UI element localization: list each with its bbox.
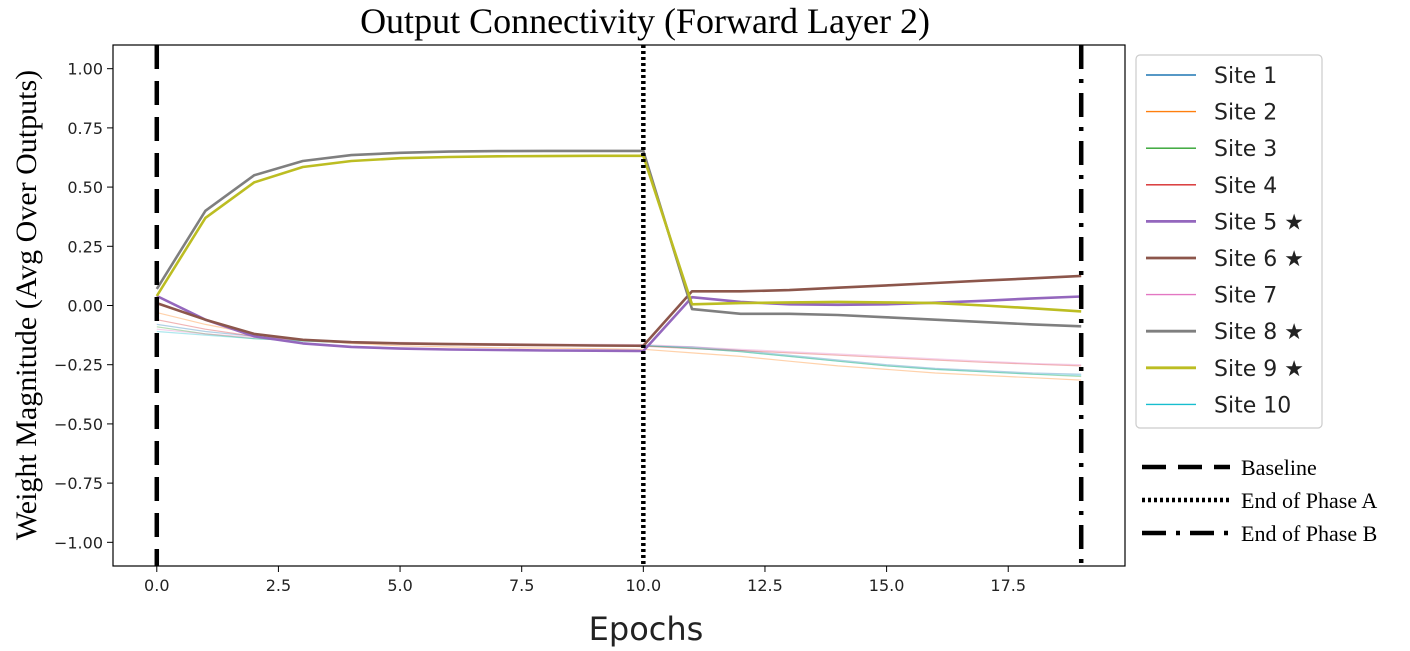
legend: Site 1 Site 2 Site 3 Site 4 Site 5 ★ Site 6 ★… bbox=[1135, 54, 1323, 429]
legend-label-site-1: Site 1 bbox=[1214, 64, 1277, 89]
ref-legend-label-dotted: End of Phase A bbox=[1241, 488, 1377, 513]
y-tick-label: 0.00 bbox=[67, 297, 103, 316]
y-tick-label: 0.75 bbox=[67, 119, 103, 138]
series-line-site-9 bbox=[155, 154, 1082, 313]
x-tick-label: 17.5 bbox=[990, 576, 1026, 595]
legend-label-site-5: Site 5 ★ bbox=[1214, 210, 1304, 235]
x-tick-label: 7.5 bbox=[509, 576, 534, 595]
x-axis-label: Epochs bbox=[589, 610, 704, 648]
y-tick-label: −0.75 bbox=[54, 474, 103, 493]
x-tick-label: 15.0 bbox=[869, 576, 905, 595]
x-tick-label: 10.0 bbox=[626, 576, 662, 595]
y-tick-label: −0.25 bbox=[54, 356, 103, 375]
y-tick-label: 0.50 bbox=[67, 178, 103, 197]
y-tick-label: 1.00 bbox=[67, 60, 103, 79]
reference-lines bbox=[154, 45, 1084, 566]
legend-label-site-6: Site 6 ★ bbox=[1214, 247, 1304, 272]
ref-legend-label-dashed: Baseline bbox=[1241, 455, 1317, 480]
y-tick-label: 0.25 bbox=[67, 237, 103, 256]
chart-title: Output Connectivity (Forward Layer 2) bbox=[360, 1, 930, 41]
legend-label-site-4: Site 4 bbox=[1214, 174, 1277, 199]
y-tick-label: −1.00 bbox=[54, 533, 103, 552]
y-tick-label: −0.50 bbox=[54, 415, 103, 434]
axis-ticks: 0.0 2.5 5.0 7.5 10.0 12.5 15.0 17.5 1.00 0.75 0.50… bbox=[54, 60, 1026, 595]
legend-label-site-8: Site 8 ★ bbox=[1214, 320, 1304, 345]
series-line-site-8 bbox=[155, 149, 1082, 328]
legend-label-site-3: Site 3 bbox=[1214, 137, 1277, 162]
legend-label-site-2: Site 2 bbox=[1214, 101, 1277, 126]
legend-label-site-10: Site 10 bbox=[1214, 393, 1291, 418]
y-axis-label: Weight Magnitude (Avg Over Outputs) bbox=[10, 70, 43, 540]
x-tick-label: 2.5 bbox=[266, 576, 291, 595]
x-tick-label: 5.0 bbox=[387, 576, 412, 595]
reference-legend: Baseline End of Phase A End of Phase B bbox=[1142, 455, 1377, 546]
legend-label-site-7: Site 7 bbox=[1214, 284, 1277, 309]
x-tick-label: 12.5 bbox=[747, 576, 783, 595]
series-layer bbox=[155, 149, 1082, 381]
series-line-site-6 bbox=[156, 274, 1082, 348]
x-tick-label: 0.0 bbox=[144, 576, 169, 595]
ref-legend-label-dashdot: End of Phase B bbox=[1241, 521, 1377, 546]
legend-label-site-9: Site 9 ★ bbox=[1214, 357, 1304, 382]
